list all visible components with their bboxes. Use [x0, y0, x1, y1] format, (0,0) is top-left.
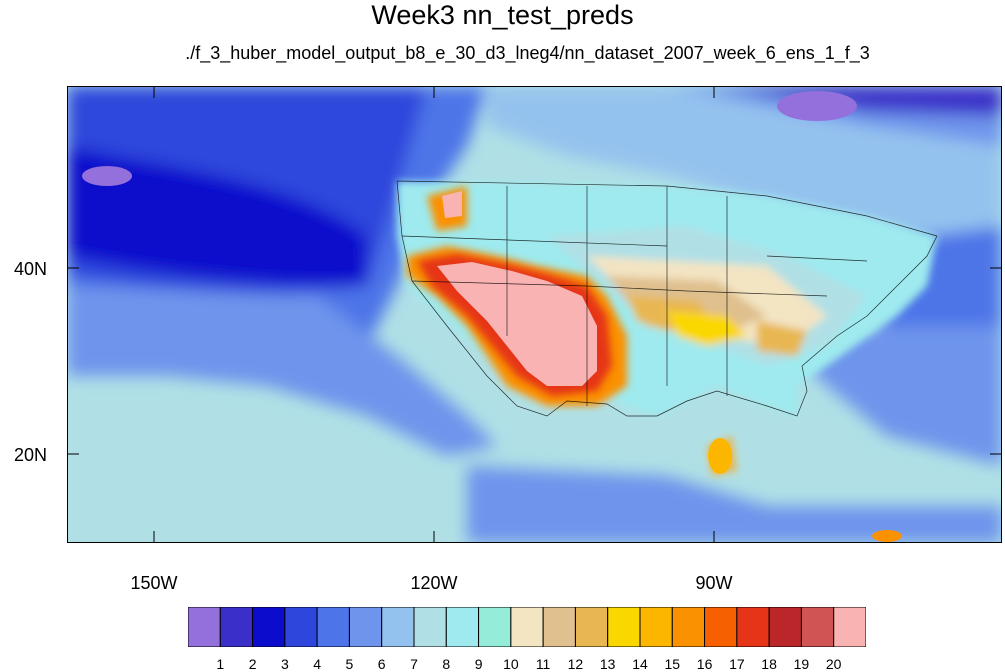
colorbar-swatch	[188, 607, 221, 647]
colorbar-tick-label: 6	[377, 656, 386, 672]
colorbar-tick-label: 18	[761, 656, 777, 672]
colorbar-swatch	[219, 607, 254, 647]
colorbar-swatch	[348, 607, 383, 647]
colorbar-tick-label: 5	[345, 656, 354, 672]
colorbar-swatch	[768, 607, 802, 647]
map-panel	[67, 86, 1002, 543]
colorbar-swatch	[800, 607, 835, 647]
x-tick-label-90w: 90W	[695, 573, 733, 593]
colorbar-swatch	[704, 607, 738, 647]
colorbar-tick-label: 8	[442, 656, 451, 672]
y-tick-label-40n: 40N	[14, 259, 48, 279]
colorbar-tick-label: 9	[474, 656, 483, 672]
colorbar-swatch	[413, 607, 447, 647]
colorbar-tick-label: 3	[280, 656, 289, 672]
colorbar-swatch	[833, 607, 866, 647]
colorbar-swatch	[252, 607, 286, 647]
map-frame	[67, 86, 1002, 543]
colorbar-tick-label: 17	[729, 656, 745, 672]
colorbar-tick-label: 14	[632, 656, 648, 672]
colorbar-tick-label: 12	[567, 656, 584, 672]
colorbar-tick-label: 13	[599, 656, 616, 672]
colorbar-swatch	[316, 607, 350, 647]
colorbar-tick-label: 19	[793, 656, 810, 672]
map-canvas	[67, 86, 1002, 543]
colorbar-swatch	[607, 607, 641, 647]
colorbar-swatch	[574, 607, 609, 647]
colorbar-tick-label: 7	[410, 656, 418, 672]
colorbar-tick-label: 15	[664, 656, 681, 672]
colorbar-swatch	[736, 607, 770, 647]
colorbar-tick-label: 20	[825, 656, 842, 672]
colorbar-swatch	[542, 607, 576, 647]
colorbar-swatch	[639, 607, 673, 647]
colorbar	[188, 607, 866, 647]
colorbar-tick-label: 10	[503, 656, 519, 672]
colorbar-tick-label: 1	[216, 656, 225, 672]
map-subtitle: ./f_3_huber_model_output_b8_e_30_d3_lneg…	[185, 43, 870, 63]
x-tick-label-150w: 150W	[130, 573, 178, 593]
colorbar-tick-label: 2	[248, 656, 257, 672]
colorbar-swatch	[510, 607, 544, 647]
colorbar-swatch	[284, 607, 318, 647]
y-tick-label-20n: 20N	[14, 445, 48, 465]
colorbar-swatch	[445, 607, 480, 647]
x-tick-label-120w: 120W	[410, 573, 458, 593]
colorbar-tick-label: 11	[535, 656, 551, 672]
colorbar-tick-label: 16	[696, 656, 713, 672]
colorbar-swatch	[381, 607, 415, 647]
colorbar-swatch	[478, 607, 512, 647]
colorbar-swatch	[671, 607, 706, 647]
colorbar-tick-label: 4	[313, 656, 321, 672]
map-title: Week3 nn_test_preds	[371, 0, 634, 30]
